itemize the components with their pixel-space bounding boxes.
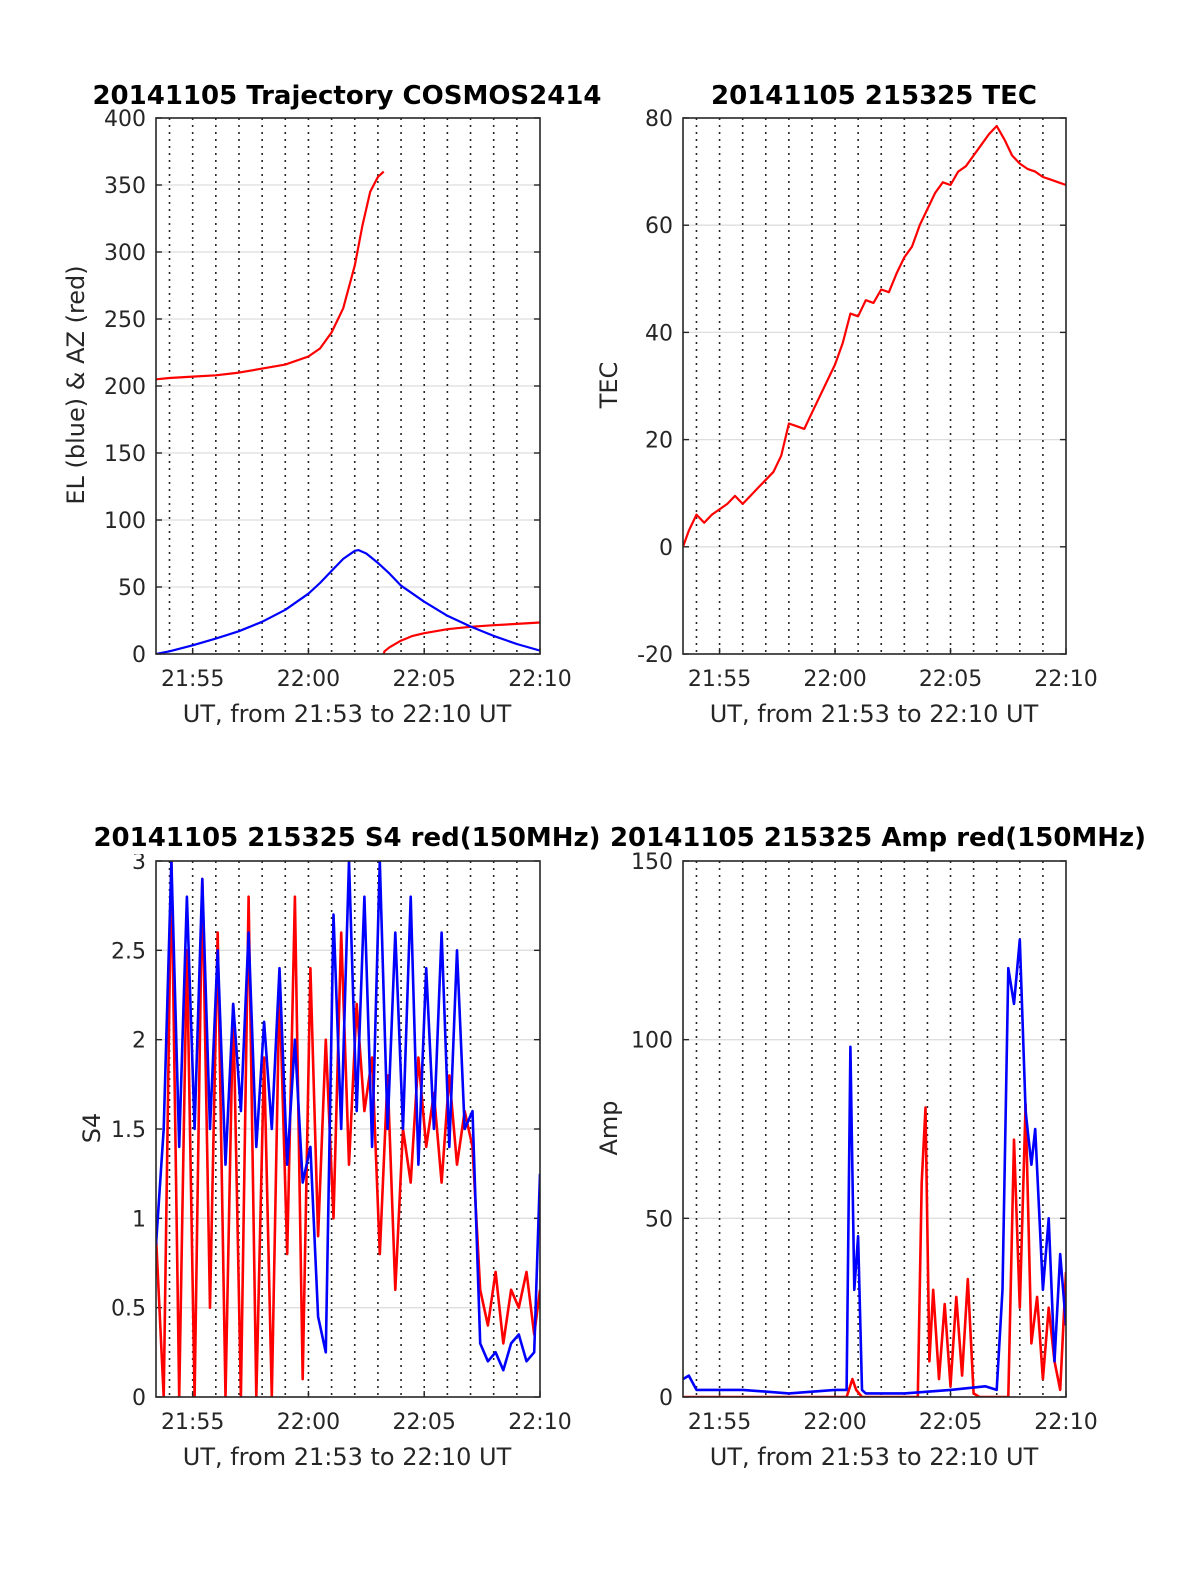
s4-axes-box: [155, 860, 541, 1398]
amp-y-tick-label: 0: [659, 1386, 673, 1411]
tec-y-tick-label: 80: [645, 107, 673, 132]
trajectory-x-tick-label: 22:00: [277, 667, 340, 692]
s4-title: 20141105 215325 S4 red(150MHz): [93, 823, 600, 853]
trajectory-y-tick-label: 400: [104, 107, 146, 132]
tec-x-tick-label: 22:05: [919, 667, 982, 692]
amp-x-tick-label: 22:10: [1034, 1410, 1097, 1435]
trajectory-panel: 20141105 Trajectory COSMOS2414 UT, from …: [62, 81, 602, 728]
trajectory-axes-box: [155, 117, 541, 655]
s4-panel: UT, from 21:53 to 22:10 UT S4 00.511.522…: [78, 850, 572, 1471]
s4-y-tick-label: 0: [132, 1386, 146, 1411]
trajectory-y-tick-label: 250: [104, 308, 146, 333]
trajectory-title: 20141105 Trajectory COSMOS2414: [92, 81, 601, 111]
s4-x-tick-label: 21:55: [161, 1410, 224, 1435]
tec-y-tick-label: -20: [637, 643, 673, 668]
tec-y-tick-label: 0: [659, 536, 673, 561]
amp-title: 20141105 215325 Amp red(150MHz): [610, 823, 1146, 853]
amp-x-tick-label: 22:00: [803, 1410, 866, 1435]
s4-y-tick-label: 3: [132, 850, 146, 875]
s4-y-tick-label: 2.5: [111, 939, 146, 964]
tec-axes-box: [682, 117, 1067, 655]
s4-x-tick-label: 22:00: [277, 1410, 340, 1435]
tec-panel: 20141105 215325 TEC UT, from 21:53 to 22…: [595, 81, 1098, 728]
amp-red-series-line-0: [683, 1102, 1066, 1397]
amp-y-tick-label: 50: [645, 1207, 673, 1232]
trajectory-x-tick-label: 22:05: [393, 667, 456, 692]
bottom-titles: 20141105 215325 Amp red(150MHz) 20141105…: [72, 820, 1146, 854]
s4-y-tick-label: 1: [132, 1207, 146, 1232]
tec-title: 20141105 215325 TEC: [711, 81, 1037, 111]
tec-x-tick-label: 21:55: [688, 667, 751, 692]
trajectory-y-tick-label: 300: [104, 241, 146, 266]
amp-y-axis-label: Amp: [595, 1100, 623, 1155]
s4-y-tick-label: 2: [132, 1029, 146, 1054]
s4-x-tick-label: 22:05: [393, 1410, 456, 1435]
tec-y-tick-label: 60: [645, 214, 673, 239]
trajectory-x-tick-label: 22:10: [508, 667, 571, 692]
tec-y-axis-label: TEC: [595, 362, 623, 410]
amp-x-tick-label: 21:55: [688, 1410, 751, 1435]
trajectory-y-tick-label: 150: [104, 442, 146, 467]
s4-y-tick-label: 1.5: [111, 1118, 146, 1143]
amp-y-tick-label: 150: [631, 850, 673, 875]
tec-x-tick-label: 22:00: [803, 667, 866, 692]
trajectory-blue-series-line-2: [156, 548, 540, 654]
s4-title-background: [72, 820, 607, 854]
amp-x-axis-label: UT, from 21:53 to 22:10 UT: [710, 1443, 1039, 1471]
trajectory-y-tick-label: 200: [104, 375, 146, 400]
s4-y-tick-label: 0.5: [111, 1297, 146, 1322]
s4-y-axis-label: S4: [78, 1113, 106, 1144]
tec-x-tick-label: 22:10: [1034, 667, 1097, 692]
trajectory-y-tick-label: 0: [132, 643, 146, 668]
s4-blue-series-line-1: [156, 861, 540, 1372]
trajectory-red-series-line-0: [156, 170, 385, 381]
amp-panel: UT, from 21:53 to 22:10 UT Amp 0 50 100 150…: [595, 850, 1098, 1471]
trajectory-x-axis-label: UT, from 21:53 to 22:10 UT: [183, 700, 512, 728]
trajectory-y-axis-label: EL (blue) & AZ (red): [62, 265, 90, 504]
tec-red-series-line-0: [683, 124, 1066, 548]
tec-y-tick-label: 40: [645, 321, 673, 346]
trajectory-y-tick-label: 50: [118, 576, 146, 601]
amp-axes-box: [682, 860, 1067, 1398]
s4-x-tick-label: 22:10: [508, 1410, 571, 1435]
amp-y-tick-label: 100: [631, 1029, 673, 1054]
amp-x-tick-label: 22:05: [919, 1410, 982, 1435]
trajectory-red-series-line-1: [382, 621, 540, 654]
tec-x-axis-label: UT, from 21:53 to 22:10 UT: [710, 700, 1039, 728]
amp-blue-series-line-1: [683, 938, 1066, 1395]
trajectory-y-tick-label: 350: [104, 174, 146, 199]
tec-y-tick-label: 20: [645, 429, 673, 454]
s4-x-axis-label: UT, from 21:53 to 22:10 UT: [183, 1443, 512, 1471]
trajectory-x-tick-label: 21:55: [161, 667, 224, 692]
trajectory-y-tick-label: 100: [104, 509, 146, 534]
